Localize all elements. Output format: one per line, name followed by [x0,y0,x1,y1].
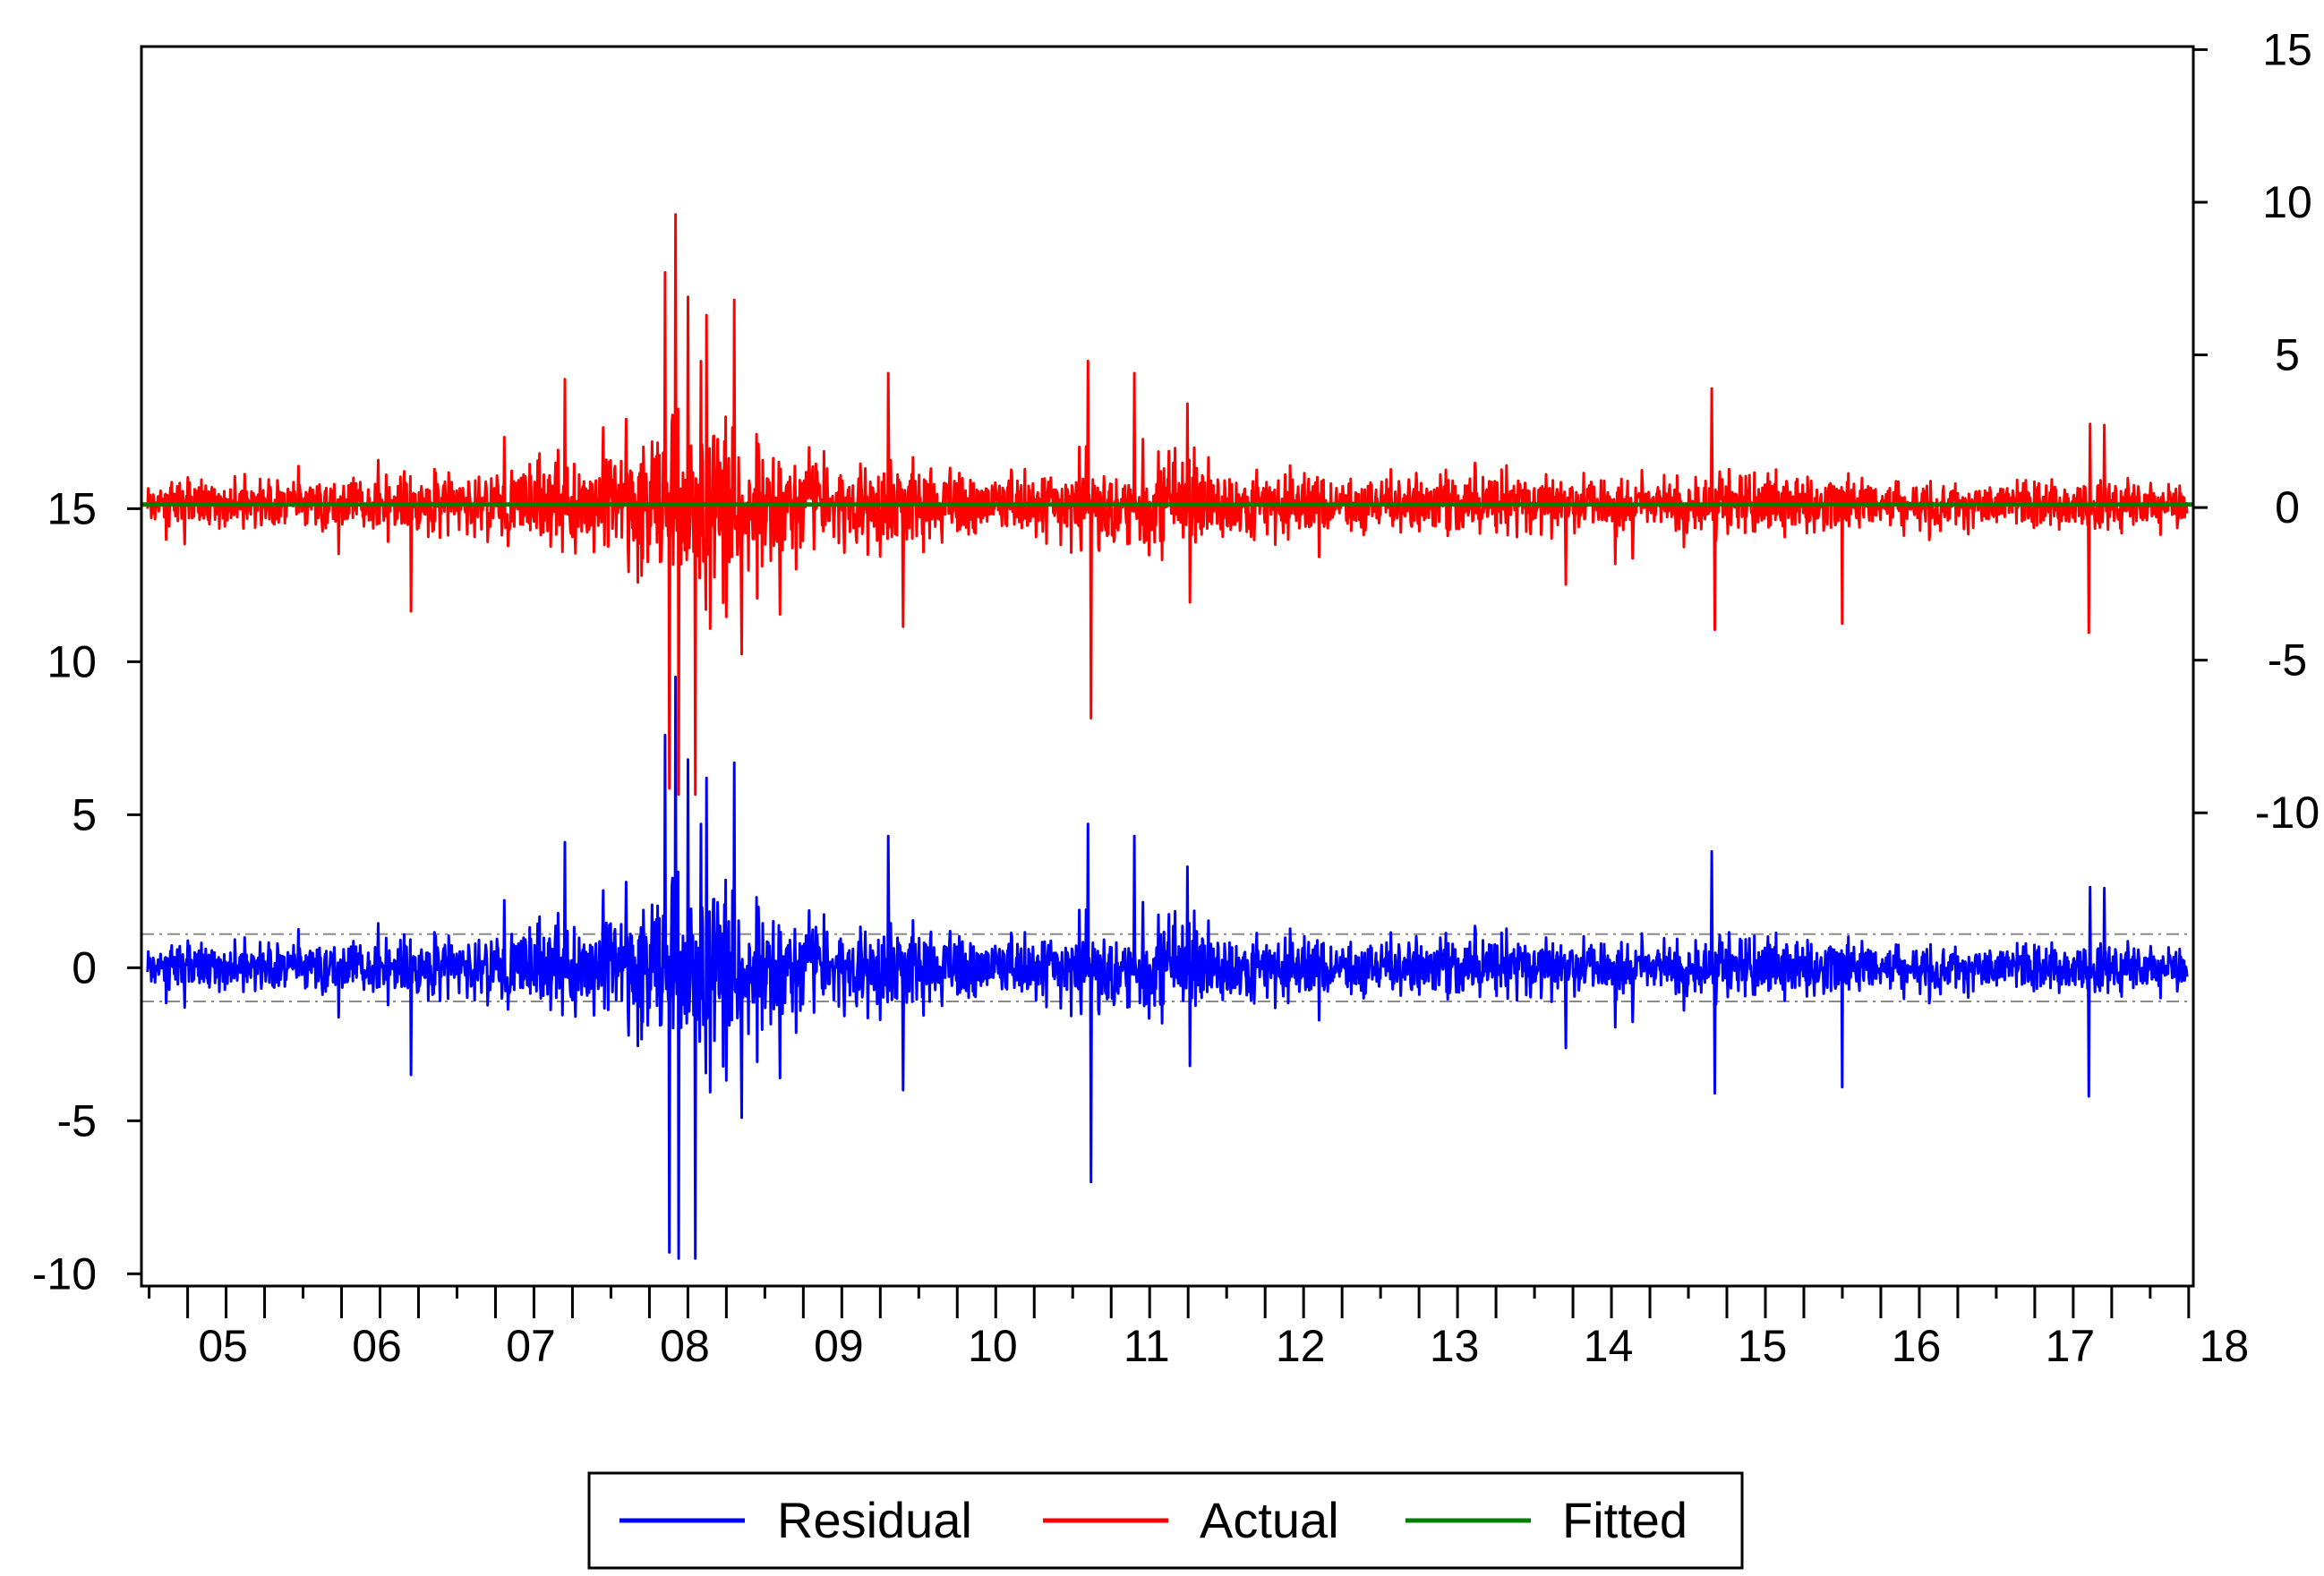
plot-frame [140,45,2195,1288]
right-tick-label: 10 [2262,177,2312,227]
x-tick-label: 08 [660,1321,710,1371]
x-tick-label: 06 [352,1321,402,1371]
reference-lines [141,933,2193,1002]
x-tick-label: 13 [1430,1321,1480,1371]
left-tick-label: -10 [32,1248,97,1299]
right-tick-label: 15 [2262,24,2312,74]
left-tick-label: 5 [72,789,97,839]
x-tick-label: 12 [1276,1321,1326,1371]
left-tick-label: 10 [47,636,97,686]
x-tick-label: 18 [2200,1321,2250,1371]
x-tick-label: 17 [2046,1321,2096,1371]
left-axis: -10 -5 0 5 10 15 [32,483,141,1299]
left-tick-label: -5 [57,1095,97,1146]
right-tick-label: -10 [2255,788,2320,838]
x-tick-label: 15 [1738,1321,1788,1371]
series-layer [141,213,2193,1260]
x-axis: 05 06 07 08 09 10 11 12 13 14 15 16 17 18 [148,1286,2250,1371]
right-tick-label: 0 [2275,482,2300,532]
x-tick-label: 16 [1892,1321,1942,1371]
x-tick-label: 14 [1584,1321,1634,1371]
right-tick-label: -5 [2268,635,2307,686]
x-tick-label: 09 [814,1321,864,1371]
series-actual-line [146,213,2189,797]
legend-label-actual: Actual [1200,1492,1339,1548]
right-tick-label: 5 [2275,330,2300,380]
x-tick-label: 07 [506,1321,556,1371]
left-tick-label: 0 [72,942,97,992]
legend-label-fitted: Fitted [1562,1492,1687,1548]
x-tick-label: 10 [968,1321,1018,1371]
series-residual-line [146,676,2189,1260]
x-tick-label: 05 [198,1321,248,1371]
legend: Residual Actual Fitted [587,1471,1744,1570]
x-tick-label: 11 [1124,1321,1170,1371]
legend-label-residual: Residual [777,1492,972,1548]
left-tick-label: 15 [47,483,97,533]
right-axis: -10 -5 0 5 10 15 [2193,24,2320,838]
